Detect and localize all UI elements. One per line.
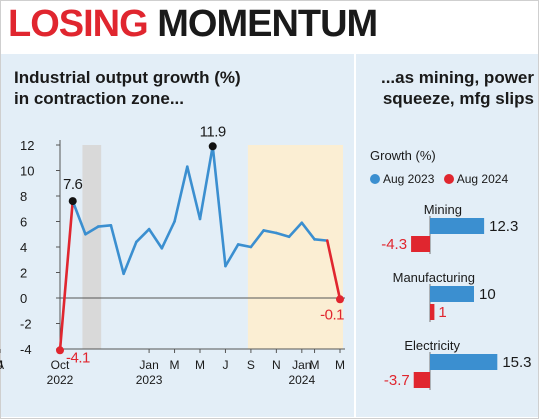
x-tick-label-year-7: 2024 <box>288 373 315 387</box>
line-segment-16 <box>262 229 278 235</box>
line-segment-15 <box>249 229 265 249</box>
x-tick-label-8: M <box>310 358 320 372</box>
line-segment-8 <box>160 220 176 250</box>
bar-label-aug2024-0: -4.3 <box>381 236 407 253</box>
line-segment-4 <box>109 224 125 276</box>
line-segment-19 <box>300 221 316 241</box>
data-label-12: 11.9 <box>200 123 226 140</box>
y-tick-label-4: 4 <box>20 240 27 255</box>
bar-aug2024-0 <box>411 236 430 252</box>
line-segment-1 <box>71 199 87 236</box>
bar-label-aug2023-1: 10 <box>479 286 496 303</box>
line-segment-12 <box>211 144 227 268</box>
line-segment-18 <box>287 221 304 239</box>
legend-item-aug2023: Aug 2023 <box>370 172 434 186</box>
line-segment-9 <box>173 165 189 223</box>
x-tick-label-7: Jan <box>292 358 311 372</box>
bar-aug2023-0 <box>430 218 485 234</box>
right-panel-title: ...as mining, power squeeze, mfg slips <box>362 67 534 109</box>
bar-label-aug2024-1: 1 <box>438 304 446 321</box>
data-point-1 <box>68 197 77 206</box>
legend-item-aug2024: Aug 2024 <box>443 172 509 186</box>
y-tick-label-0: 0 <box>20 291 27 306</box>
right-title-line1: ...as mining, power <box>380 68 534 87</box>
x-tick-label-11: A <box>0 358 4 372</box>
x-tick-label-0: Oct <box>51 358 70 372</box>
left-title-line1: Industrial output growth (%) <box>14 68 241 87</box>
data-label-0: -4.1 <box>66 349 90 366</box>
left-panel-title: Industrial output growth (%) in contract… <box>14 67 344 109</box>
headline-red: LOSING <box>8 3 149 45</box>
x-tick-label-9: M <box>335 358 345 372</box>
line-segment-6 <box>135 227 151 244</box>
line-segment-3 <box>96 224 113 228</box>
legend-dot-aug2023 <box>370 174 380 184</box>
headline: LOSING MOMENTUM <box>8 2 378 46</box>
y-tick-label-6: 6 <box>20 215 27 230</box>
x-tick-label-1: Jan <box>139 358 158 372</box>
line-segment-13 <box>224 243 240 268</box>
line-segment-14 <box>236 243 253 249</box>
data-point-0 <box>56 346 64 355</box>
data-point-12 <box>208 142 217 151</box>
line-segment-10 <box>185 165 202 221</box>
legend: Aug 2023 Aug 2024 <box>370 172 514 186</box>
y-tick-label-2: 2 <box>20 266 27 281</box>
y-tick-label--2: -2 <box>20 317 32 332</box>
x-tick-label-10: J <box>0 358 3 372</box>
legend-label-aug2023: Aug 2023 <box>383 172 435 186</box>
left-title-line2: in contraction zone... <box>14 89 185 108</box>
bar-aug2024-1 <box>430 304 435 320</box>
x-tick-label-year-0: 2022 <box>47 373 74 387</box>
data-label-22: -0.1 <box>320 306 344 323</box>
x-tick-label-year-1: 2023 <box>136 373 163 387</box>
y-tick-label-12: 12 <box>20 138 34 153</box>
y-tick-label-8: 8 <box>20 189 27 204</box>
bar-aug2023-1 <box>430 286 474 302</box>
right-title-line2: squeeze, mfg slips <box>382 89 534 108</box>
x-tick-label-2: M <box>170 358 180 372</box>
x-tick-label-4: J <box>222 358 228 372</box>
bar-label-aug2023-0: 12.3 <box>489 218 518 235</box>
bar-aug2023-2 <box>430 354 498 370</box>
line-segment-11 <box>198 144 215 221</box>
shaded-range-0 <box>82 145 102 349</box>
bar-category-1: Manufacturing <box>393 270 475 285</box>
x-tick-label-6: N <box>272 358 281 372</box>
bar-label-aug2024-2: -3.7 <box>384 372 410 389</box>
line-segment-2 <box>84 225 100 236</box>
line-segment-5 <box>122 240 138 276</box>
y-tick-label-10: 10 <box>20 164 34 179</box>
line-segment-0 <box>58 199 75 352</box>
data-label-1: 7.6 <box>63 176 83 193</box>
line-segment-17 <box>275 231 291 239</box>
data-point-22 <box>336 295 344 304</box>
bar-category-2: Electricity <box>404 338 460 353</box>
legend-label-aug2024: Aug 2024 <box>456 172 509 186</box>
x-tick-label-3: M <box>195 358 205 372</box>
legend-dot-aug2024 <box>443 174 454 184</box>
line-segment-20 <box>313 238 329 242</box>
bar-label-aug2023-2: 15.3 <box>502 354 531 371</box>
x-tick-label-5: S <box>247 358 255 372</box>
bar-category-0: Mining <box>424 202 462 217</box>
line-segment-7 <box>147 227 164 250</box>
legend-title: Growth (%) <box>370 148 436 163</box>
line-segment-21 <box>325 239 342 301</box>
y-tick-label--4: -4 <box>20 342 32 357</box>
bar-aug2024-2 <box>413 372 430 388</box>
shaded-range-1 <box>247 145 343 349</box>
headline-black: MOMENTUM <box>157 3 378 45</box>
